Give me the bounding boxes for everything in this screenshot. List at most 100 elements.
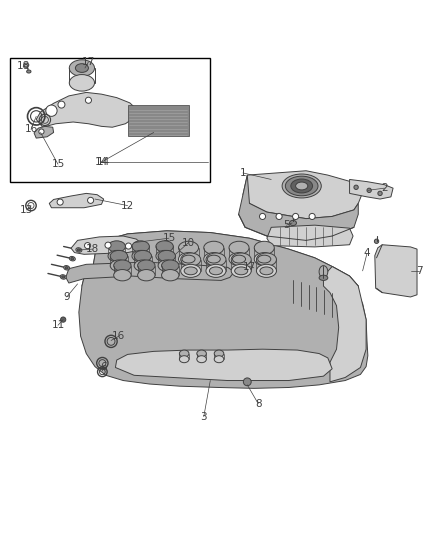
Ellipse shape — [235, 267, 248, 275]
Circle shape — [276, 213, 282, 220]
Ellipse shape — [214, 356, 224, 362]
Polygon shape — [79, 231, 368, 389]
Circle shape — [85, 97, 92, 103]
Ellipse shape — [64, 265, 70, 270]
Bar — [127, 106, 188, 136]
Text: 5: 5 — [283, 220, 290, 230]
Ellipse shape — [65, 266, 68, 269]
Text: 8: 8 — [255, 399, 261, 409]
Text: 4: 4 — [364, 248, 370, 259]
Ellipse shape — [179, 241, 198, 254]
Ellipse shape — [181, 253, 201, 266]
Ellipse shape — [114, 270, 131, 281]
Ellipse shape — [138, 260, 155, 271]
Text: 18: 18 — [86, 244, 99, 254]
Polygon shape — [267, 225, 353, 247]
Circle shape — [367, 188, 371, 192]
Ellipse shape — [162, 260, 179, 271]
Text: 15: 15 — [51, 159, 64, 169]
Ellipse shape — [110, 251, 127, 262]
Ellipse shape — [69, 75, 95, 91]
Ellipse shape — [110, 260, 127, 271]
Ellipse shape — [290, 220, 297, 225]
Polygon shape — [82, 231, 358, 305]
Ellipse shape — [114, 260, 131, 271]
Circle shape — [88, 197, 94, 204]
Ellipse shape — [181, 264, 201, 277]
Ellipse shape — [156, 241, 173, 252]
Text: 7: 7 — [416, 266, 423, 276]
Bar — [10, 58, 210, 182]
Ellipse shape — [204, 253, 224, 265]
Ellipse shape — [27, 70, 31, 73]
Circle shape — [39, 129, 44, 134]
Ellipse shape — [233, 255, 246, 263]
Ellipse shape — [184, 267, 197, 275]
Text: 16: 16 — [112, 331, 126, 341]
Ellipse shape — [62, 276, 65, 278]
Ellipse shape — [134, 251, 152, 262]
Circle shape — [354, 185, 358, 189]
Circle shape — [46, 105, 57, 116]
Ellipse shape — [108, 241, 125, 252]
Ellipse shape — [158, 260, 176, 271]
Text: 1: 1 — [240, 168, 246, 178]
Ellipse shape — [24, 63, 29, 67]
Ellipse shape — [197, 356, 206, 362]
Ellipse shape — [206, 253, 226, 266]
Ellipse shape — [231, 253, 251, 266]
Ellipse shape — [60, 274, 66, 279]
Ellipse shape — [229, 253, 249, 265]
Text: 17: 17 — [82, 57, 95, 67]
Ellipse shape — [69, 256, 75, 261]
Circle shape — [259, 213, 265, 220]
Polygon shape — [71, 236, 143, 254]
Circle shape — [60, 317, 66, 322]
Ellipse shape — [291, 179, 313, 193]
Text: 9: 9 — [64, 292, 70, 302]
Ellipse shape — [108, 251, 125, 262]
Polygon shape — [116, 349, 332, 381]
Ellipse shape — [209, 267, 223, 275]
Text: 16: 16 — [25, 124, 38, 134]
Ellipse shape — [260, 267, 273, 275]
Polygon shape — [34, 126, 53, 138]
Text: 15: 15 — [162, 233, 176, 243]
Text: 10: 10 — [182, 238, 195, 247]
Ellipse shape — [197, 350, 206, 357]
Ellipse shape — [207, 255, 220, 263]
Text: 3: 3 — [201, 411, 207, 422]
Ellipse shape — [71, 257, 74, 260]
Ellipse shape — [132, 241, 149, 252]
Text: 12: 12 — [121, 200, 134, 211]
Ellipse shape — [231, 264, 251, 277]
Circle shape — [378, 191, 382, 196]
Circle shape — [244, 378, 251, 386]
Circle shape — [58, 101, 65, 108]
Polygon shape — [375, 245, 417, 297]
Circle shape — [293, 213, 299, 220]
Ellipse shape — [254, 241, 274, 254]
Ellipse shape — [256, 264, 276, 277]
Ellipse shape — [78, 249, 80, 251]
Ellipse shape — [180, 356, 189, 362]
Text: 14: 14 — [97, 157, 110, 167]
Polygon shape — [239, 175, 358, 240]
Circle shape — [105, 242, 111, 248]
Ellipse shape — [158, 251, 176, 262]
Polygon shape — [66, 262, 234, 283]
Ellipse shape — [254, 253, 274, 265]
Polygon shape — [350, 180, 393, 199]
Polygon shape — [36, 92, 136, 127]
Ellipse shape — [182, 255, 195, 263]
Ellipse shape — [180, 350, 189, 357]
Ellipse shape — [214, 350, 224, 357]
Ellipse shape — [286, 176, 318, 196]
Text: 11: 11 — [51, 320, 64, 330]
Ellipse shape — [138, 270, 155, 281]
Ellipse shape — [319, 275, 328, 280]
Circle shape — [57, 199, 63, 205]
Ellipse shape — [256, 253, 276, 266]
Ellipse shape — [229, 241, 249, 254]
Text: 2: 2 — [381, 183, 388, 193]
